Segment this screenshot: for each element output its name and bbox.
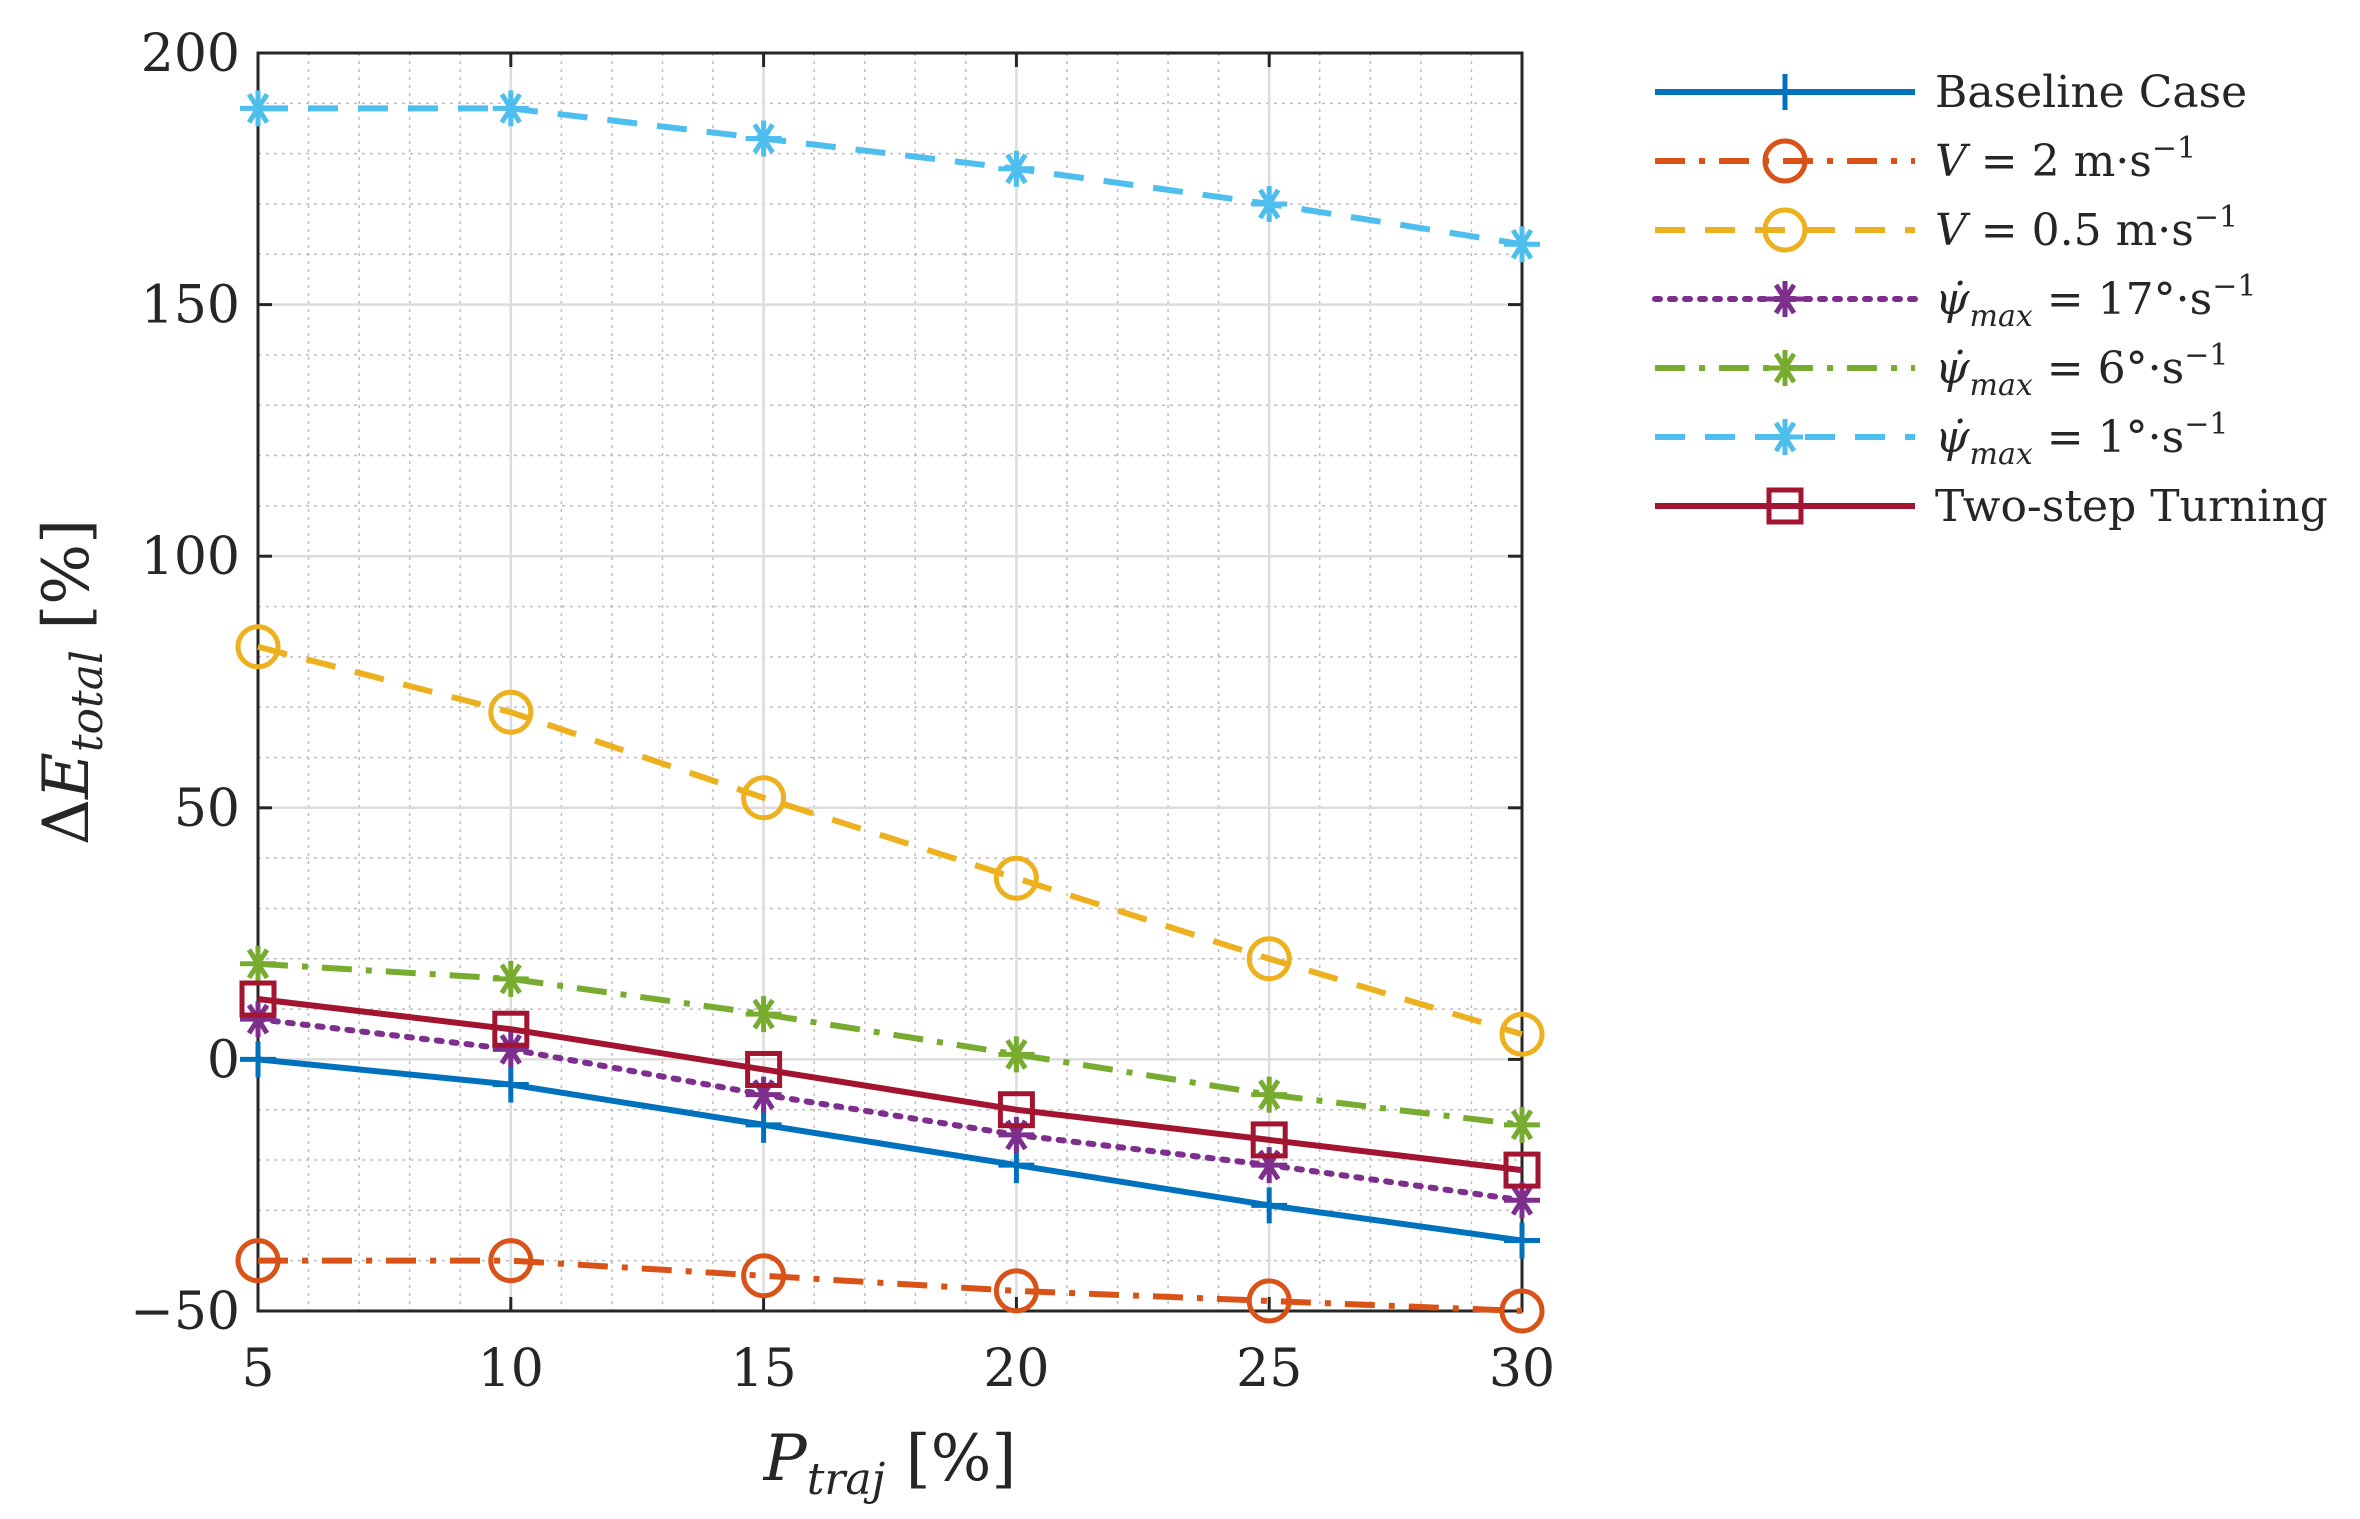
x-axis-label: Ptraj [%]	[763, 1422, 1017, 1505]
plot-background	[258, 53, 1522, 1311]
series-point	[998, 1147, 1035, 1184]
legend-entry-7: Two-step TurningTwo-step Turning	[1655, 481, 2328, 532]
series-point	[1504, 1106, 1540, 1143]
series-point	[1251, 1076, 1288, 1113]
series-3	[235, 624, 1545, 1057]
series-point	[240, 1001, 276, 1038]
x-tick-label: 15	[731, 1339, 797, 1399]
series-point	[997, 1091, 1035, 1129]
series-point	[240, 1041, 276, 1078]
y-tick-label: 0	[207, 1030, 240, 1090]
series-point	[235, 624, 281, 670]
series-point	[492, 1031, 529, 1068]
series-point	[240, 945, 276, 982]
series-point	[1251, 1147, 1288, 1184]
series-line	[258, 105, 1523, 248]
y-tick-label: 50	[174, 779, 240, 839]
series-point	[1504, 226, 1540, 263]
legend-label: V = 0.5 m·s⁻¹V = 0.5 m·s−1	[1935, 200, 2238, 256]
series-point	[998, 1116, 1035, 1153]
series-layer	[235, 90, 1545, 1334]
legend-label: Two-step TurningTwo-step Turning	[1935, 481, 2328, 532]
series-point	[239, 980, 277, 1018]
series-line	[258, 1257, 1523, 1314]
series-line	[257, 1056, 1523, 1244]
series-7	[239, 980, 1541, 1189]
legend-marker	[1762, 138, 1808, 184]
y-tick-label: 150	[141, 276, 240, 336]
y-tick-label: −50	[130, 1282, 240, 1342]
legend-label: ψ̇max = 17°·s⁻¹ψ̇max = 17°·s−1	[1935, 269, 2256, 334]
legend-entry-3: V = 0.5 m·s⁻¹V = 0.5 m·s−1	[1655, 200, 2238, 256]
x-tick-label: 5	[241, 1339, 274, 1399]
x-tick-labels: 5 10 15 20 25 30	[241, 1339, 1555, 1399]
series-point	[993, 1268, 1039, 1314]
x-tick-label: 25	[1236, 1339, 1302, 1399]
series-point	[998, 150, 1035, 187]
series-point	[745, 1076, 782, 1113]
y-tick-label: 100	[141, 527, 240, 587]
legend-entry-5: ψ̇max = 6°·s⁻¹ψ̇max = 6°·s−1	[1655, 338, 2228, 403]
series-point	[1246, 936, 1292, 982]
series-point	[1499, 1288, 1545, 1334]
series-5	[240, 945, 1540, 1143]
legend: Baseline CaseBaseline Case V = 2 m·s⁻¹V =…	[1652, 67, 2328, 532]
legend-entry-1: Baseline CaseBaseline Case	[1655, 67, 2247, 118]
plot-frame	[256, 51, 1524, 1313]
legend-entry-2: V = 2 m·s⁻¹V = 2 m·s−1	[1655, 131, 2196, 187]
series-point	[492, 90, 529, 127]
series-point	[1251, 1187, 1288, 1224]
series-6	[240, 90, 1540, 263]
legend-label: ψ̇max = 1°·s⁻¹ψ̇max = 1°·s−1	[1935, 407, 2228, 472]
legend-entry-4: ψ̇max = 17°·s⁻¹ψ̇max = 17°·s−1	[1652, 269, 2256, 334]
x-tick-label: 30	[1489, 1339, 1555, 1399]
series-point	[1250, 1121, 1288, 1159]
legend-marker	[1766, 487, 1804, 525]
series-point	[492, 1066, 529, 1103]
series-line	[257, 960, 1523, 1128]
series-point	[1504, 1222, 1540, 1259]
series-line	[257, 996, 1523, 1174]
legend-label: Baseline CaseBaseline Case	[1935, 67, 2247, 118]
series-point	[492, 1010, 530, 1048]
series-point	[1503, 1151, 1541, 1189]
legend-marker	[1762, 207, 1808, 253]
series-point	[745, 1050, 783, 1088]
x-tick-label: 10	[478, 1339, 544, 1399]
legend-label: ψ̇max = 6°·s⁻¹ψ̇max = 6°·s−1	[1935, 338, 2228, 403]
series-4	[240, 1001, 1540, 1219]
series-point	[741, 775, 787, 821]
series-point	[492, 960, 529, 997]
legend-entry-6: ψ̇max = 1°·s⁻¹ψ̇max = 1°·s−1	[1655, 407, 2228, 472]
legend-marker	[1767, 74, 1803, 110]
series-point	[235, 1238, 281, 1284]
series-line	[257, 643, 1523, 1038]
x-tick-label: 20	[983, 1339, 1049, 1399]
series-point	[998, 1036, 1035, 1073]
series-point	[488, 1238, 534, 1284]
series-point	[240, 90, 276, 127]
legend-marker	[1767, 419, 1803, 455]
y-tick-labels: 200 150 100 50 0 −50	[130, 24, 240, 1342]
series-1	[240, 1041, 1540, 1259]
series-point	[1251, 185, 1288, 222]
series-point	[1504, 1182, 1540, 1219]
series-point	[488, 689, 534, 735]
legend-marker	[1767, 281, 1803, 317]
legend-marker	[1767, 350, 1803, 386]
series-point	[1246, 1278, 1292, 1324]
legend-label: V = 2 m·s⁻¹V = 2 m·s−1	[1935, 131, 2196, 187]
series-point	[745, 120, 782, 157]
y-axis-label: ΔEtotal [%]	[30, 519, 113, 845]
series-point	[993, 855, 1039, 901]
series-2	[235, 1238, 1545, 1334]
series-point	[1499, 1011, 1545, 1057]
series-point	[741, 1253, 787, 1299]
series-line	[255, 1016, 1525, 1204]
y-tick-label: 200	[141, 24, 240, 84]
series-point	[745, 1106, 782, 1143]
series-point	[745, 996, 782, 1033]
